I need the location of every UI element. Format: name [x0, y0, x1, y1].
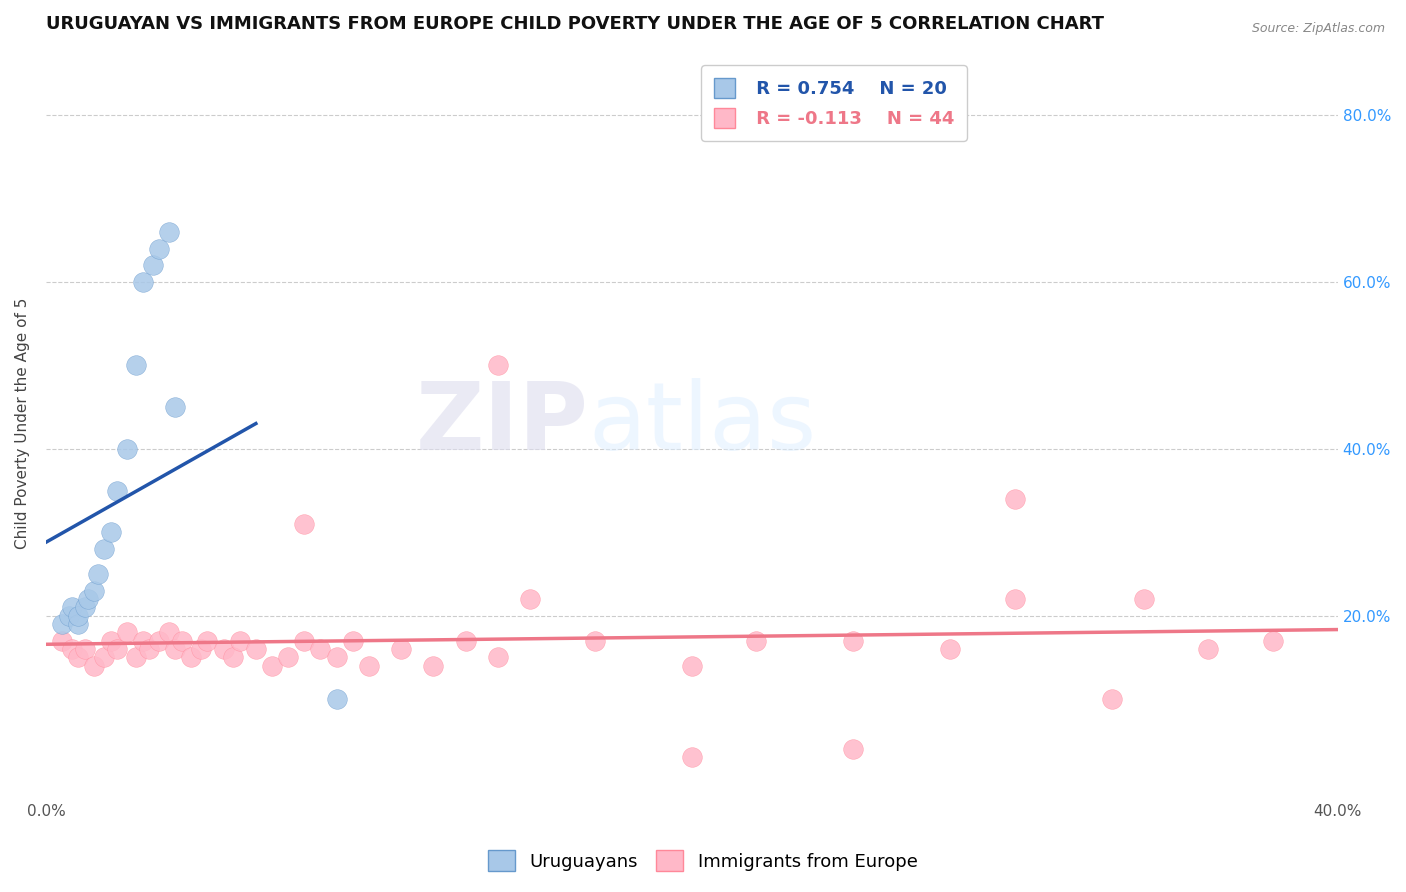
Point — [115, 625, 138, 640]
Point — [157, 225, 180, 239]
Point — [389, 642, 412, 657]
Point — [51, 617, 73, 632]
Point — [105, 642, 128, 657]
Point — [190, 642, 212, 657]
Point — [170, 633, 193, 648]
Point — [60, 600, 83, 615]
Text: atlas: atlas — [589, 378, 817, 470]
Point — [132, 633, 155, 648]
Point — [51, 633, 73, 648]
Point — [1101, 692, 1123, 706]
Point — [222, 650, 245, 665]
Point — [73, 642, 96, 657]
Point — [83, 583, 105, 598]
Point — [681, 658, 703, 673]
Point — [125, 650, 148, 665]
Point — [325, 650, 347, 665]
Point — [77, 591, 100, 606]
Point — [1261, 633, 1284, 648]
Point — [583, 633, 606, 648]
Point — [100, 633, 122, 648]
Point — [1004, 591, 1026, 606]
Point — [486, 359, 509, 373]
Legend: Uruguayans, Immigrants from Europe: Uruguayans, Immigrants from Europe — [481, 843, 925, 879]
Text: URUGUAYAN VS IMMIGRANTS FROM EUROPE CHILD POVERTY UNDER THE AGE OF 5 CORRELATION: URUGUAYAN VS IMMIGRANTS FROM EUROPE CHIL… — [46, 15, 1104, 33]
Text: Source: ZipAtlas.com: Source: ZipAtlas.com — [1251, 22, 1385, 36]
Point — [357, 658, 380, 673]
Point — [342, 633, 364, 648]
Point — [1004, 491, 1026, 506]
Point — [260, 658, 283, 673]
Point — [180, 650, 202, 665]
Point — [197, 633, 219, 648]
Point — [212, 642, 235, 657]
Point — [745, 633, 768, 648]
Point — [681, 750, 703, 764]
Point — [228, 633, 250, 648]
Point — [1133, 591, 1156, 606]
Point — [277, 650, 299, 665]
Point — [67, 608, 90, 623]
Point — [125, 359, 148, 373]
Point — [83, 658, 105, 673]
Point — [422, 658, 444, 673]
Point — [67, 617, 90, 632]
Point — [454, 633, 477, 648]
Point — [842, 742, 865, 756]
Legend:  R = 0.754    N = 20,  R = -0.113    N = 44: R = 0.754 N = 20, R = -0.113 N = 44 — [702, 65, 967, 141]
Point — [292, 516, 315, 531]
Y-axis label: Child Poverty Under the Age of 5: Child Poverty Under the Age of 5 — [15, 298, 30, 549]
Point — [105, 483, 128, 498]
Point — [519, 591, 541, 606]
Point — [148, 633, 170, 648]
Point — [165, 400, 187, 414]
Point — [60, 642, 83, 657]
Point — [148, 242, 170, 256]
Point — [939, 642, 962, 657]
Point — [325, 692, 347, 706]
Point — [115, 442, 138, 456]
Point — [93, 541, 115, 556]
Point — [842, 633, 865, 648]
Point — [141, 258, 163, 272]
Point — [100, 525, 122, 540]
Point — [86, 566, 108, 581]
Point — [245, 642, 267, 657]
Point — [67, 650, 90, 665]
Point — [309, 642, 332, 657]
Point — [486, 650, 509, 665]
Point — [157, 625, 180, 640]
Text: ZIP: ZIP — [416, 378, 589, 470]
Point — [93, 650, 115, 665]
Point — [58, 608, 80, 623]
Point — [165, 642, 187, 657]
Point — [1198, 642, 1220, 657]
Point — [292, 633, 315, 648]
Point — [132, 275, 155, 289]
Point — [138, 642, 160, 657]
Point — [73, 600, 96, 615]
